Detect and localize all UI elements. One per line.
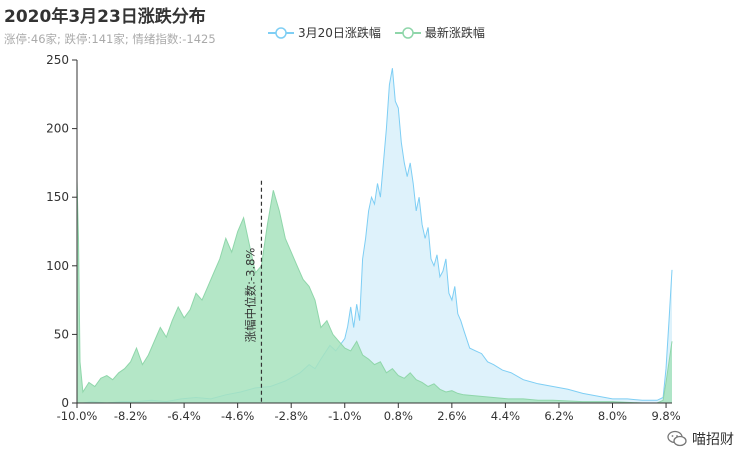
x-tick-label-11: 9.8%	[651, 409, 680, 423]
watermark-text: 喵招财	[692, 432, 734, 448]
y-tick-label-2: 100	[46, 259, 69, 273]
legend-item-latest[interactable]: 最新涨跌幅	[394, 24, 485, 41]
chart-title: 2020年3月23日涨跌分布	[4, 7, 206, 27]
x-tick-label-10: 8.0%	[598, 409, 627, 423]
series-area-1	[77, 180, 672, 403]
legend-marker-latest	[394, 26, 421, 39]
legend-label-prev: 3月20日涨跌幅	[298, 26, 381, 40]
x-tick-label-8: 4.4%	[491, 409, 520, 423]
chart-legend: 3月20日涨跌幅 最新涨跌幅	[268, 24, 499, 41]
legend-label-latest: 最新涨跌幅	[424, 26, 485, 40]
x-tick-label-6: 0.8%	[384, 409, 413, 423]
chart-subtitle: 涨停:46家; 跌停:141家; 情绪指数:-1425	[4, 32, 216, 46]
y-tick-label-4: 200	[46, 122, 69, 136]
x-tick-label-9: 6.2%	[544, 409, 573, 423]
series-line-1	[76, 180, 673, 404]
x-tick-label-4: -2.8%	[275, 409, 308, 423]
x-tick-label-5: -1.0%	[328, 409, 361, 423]
y-tick-label-1: 50	[54, 327, 69, 341]
x-tick-label-0: -10.0%	[57, 409, 98, 423]
legend-marker-prev	[268, 26, 294, 39]
x-tick-label-3: -4.6%	[221, 409, 254, 423]
legend-item-prev[interactable]: 3月20日涨跌幅	[268, 24, 381, 41]
x-tick-label-2: -6.4%	[167, 409, 200, 423]
y-tick-label-5: 250	[46, 53, 69, 67]
x-tick-label-1: -8.2%	[114, 409, 147, 423]
series-area-0	[77, 68, 672, 403]
watermark: 喵招财	[667, 429, 734, 449]
median-label: 涨幅中位数:-3.8%	[243, 248, 257, 343]
y-tick-label-0: 0	[61, 396, 69, 410]
wechat-icon	[667, 430, 687, 447]
y-tick-label-3: 150	[46, 190, 69, 204]
x-tick-label-7: 2.6%	[437, 409, 466, 423]
